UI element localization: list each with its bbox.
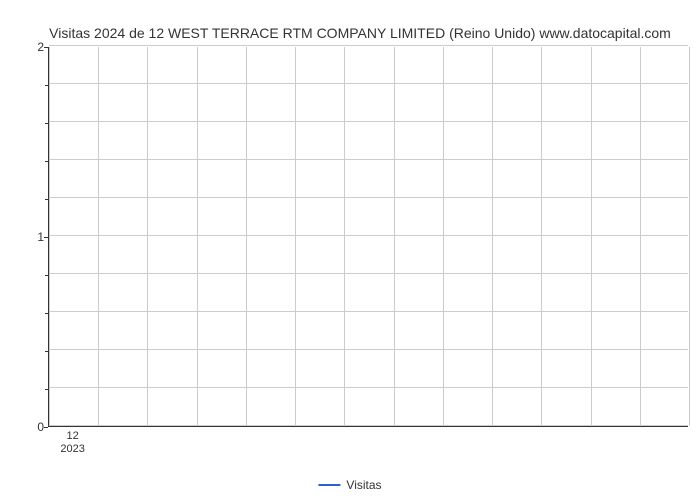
y-minor-tick-mark [45,199,48,200]
y-tick-mark [44,427,48,428]
x-tick-label: 12 [66,430,78,442]
grid-line-vertical [246,47,247,426]
y-minor-tick-mark [45,85,48,86]
y-tick-mark [44,237,48,238]
x-year-label: 2023 [60,443,84,455]
y-minor-tick-mark [45,275,48,276]
grid-line-horizontal [49,83,688,84]
grid-line-vertical [591,47,592,426]
legend: Visitas [318,478,381,492]
grid-line-vertical [295,47,296,426]
grid-line-vertical [49,47,50,426]
plot-area [48,47,688,427]
grid-line-horizontal [49,159,688,160]
grid-line-vertical [689,47,690,426]
legend-label: Visitas [346,478,381,492]
y-minor-tick-mark [45,161,48,162]
y-tick-label: 0 [37,420,44,434]
y-minor-tick-mark [45,351,48,352]
chart-title: Visitas 2024 de 12 WEST TERRACE RTM COMP… [49,25,671,41]
grid-line-vertical [541,47,542,426]
grid-line-vertical [492,47,493,426]
grid-line-vertical [640,47,641,426]
grid-line-horizontal [49,387,688,388]
grid-line-horizontal [49,311,688,312]
y-minor-tick-mark [45,123,48,124]
chart-container: Visitas 2024 de 12 WEST TERRACE RTM COMP… [30,25,690,445]
legend-line-icon [318,484,340,486]
grid-line-horizontal [49,45,688,46]
y-tick-label: 1 [37,230,44,244]
grid-line-vertical [394,47,395,426]
grid-line-horizontal [49,197,688,198]
grid-line-vertical [147,47,148,426]
grid-line-vertical [344,47,345,426]
grid-line-horizontal [49,349,688,350]
grid-line-horizontal [49,235,688,236]
grid-line-vertical [98,47,99,426]
y-minor-tick-mark [45,313,48,314]
grid-line-horizontal [49,273,688,274]
y-tick-mark [44,47,48,48]
y-tick-label: 2 [37,40,44,54]
y-minor-tick-mark [45,389,48,390]
grid-line-vertical [443,47,444,426]
grid-line-vertical [197,47,198,426]
grid-line-horizontal [49,425,688,426]
grid-line-horizontal [49,121,688,122]
